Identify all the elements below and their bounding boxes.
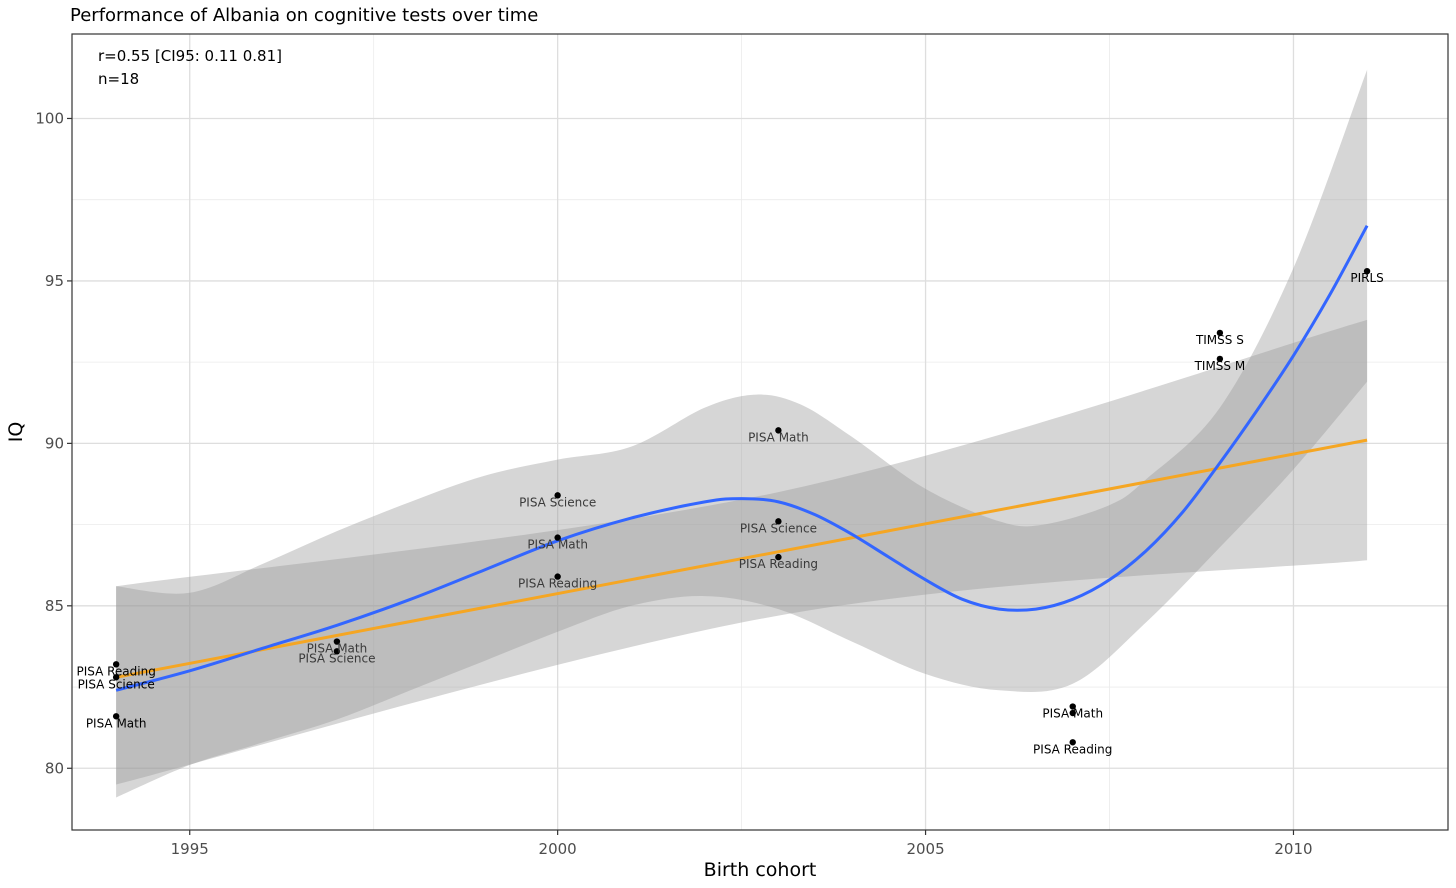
x-tick-label: 1995 (171, 840, 209, 858)
x-tick-label: 2000 (539, 840, 577, 858)
fit-lines (115, 224, 1369, 692)
confidence-bands (116, 69, 1368, 798)
data-point (1069, 703, 1076, 710)
point-label: PISA Science (78, 677, 155, 691)
point-label: PISA Math (748, 430, 809, 444)
x-axis-title: Birth cohort (704, 859, 817, 881)
x-axis: 1995 2000 2005 2010 (171, 830, 1313, 858)
y-tick-label: 80 (45, 759, 64, 777)
point-label: PISA Reading (1033, 742, 1112, 756)
y-tick-label: 90 (45, 434, 64, 452)
point-label: PISA Science (298, 651, 375, 665)
x-tick-label: 2010 (1274, 840, 1312, 858)
data-point (554, 573, 561, 580)
linear-fit-line (115, 438, 1368, 679)
data-points (112, 267, 1371, 746)
data-point (775, 518, 782, 525)
data-point (1069, 709, 1076, 717)
y-tick-label: 100 (35, 109, 64, 127)
data-point (1069, 739, 1076, 746)
data-point (1216, 355, 1224, 363)
data-point (333, 638, 341, 645)
point-label: PISA Science (519, 495, 596, 509)
y-tick-label: 85 (45, 597, 64, 615)
x-tick-label: 2005 (906, 840, 944, 858)
linear-fit-ci-band (116, 319, 1368, 785)
annotation-n: n=18 (98, 70, 139, 88)
data-point (554, 534, 561, 541)
y-tick-label: 95 (45, 272, 64, 290)
grid (72, 34, 1448, 830)
data-point (775, 427, 782, 434)
correlation-annotation: r=0.55 [CI95: 0.11 0.81] n=18 (98, 47, 282, 88)
point-label: PISA Reading (518, 577, 597, 591)
data-point (775, 553, 782, 561)
point-label: PISA Science (740, 521, 817, 535)
data-point (1363, 267, 1371, 275)
data-point (1216, 329, 1224, 337)
point-label: TIMSS S (1195, 333, 1244, 347)
data-point (333, 648, 341, 655)
panel-border (71, 33, 1449, 831)
point-label: PISA Math (1042, 707, 1103, 721)
point-label: PIRLS (1350, 271, 1383, 285)
chart-title: Performance of Albania on cognitive test… (70, 5, 538, 26)
y-axis-title: IQ (5, 422, 27, 443)
point-label: TIMSS M (1194, 359, 1246, 373)
y-axis: 80 85 90 95 100 (35, 109, 72, 777)
point-label: PISA Math (307, 642, 368, 656)
data-point (112, 674, 120, 681)
data-point (554, 492, 561, 499)
annotation-r: r=0.55 [CI95: 0.11 0.81] (98, 47, 282, 65)
panel-background (72, 34, 1448, 830)
point-label: PISA Reading (739, 557, 818, 571)
point-label: PISA Math (527, 538, 588, 552)
smooth-fit-ci-band (116, 69, 1368, 798)
point-label: PISA Math (86, 716, 147, 730)
smooth-fit-line (115, 224, 1369, 692)
data-point (112, 661, 120, 668)
point-label: PISA Reading (76, 664, 155, 678)
data-point (112, 713, 120, 720)
